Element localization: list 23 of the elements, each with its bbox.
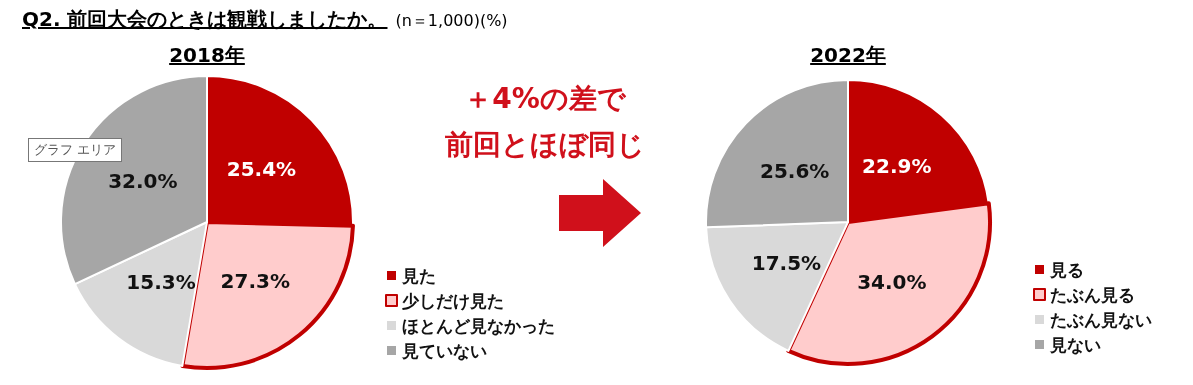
legend-label: ほとんど見なかった — [402, 315, 555, 336]
data-label: 34.0% — [857, 269, 927, 294]
chart-title: 2018年 — [168, 42, 246, 69]
legend-label: 少しだけ見た — [402, 290, 504, 311]
text: ＋4%の差で — [463, 81, 627, 117]
data-label: 22.9% — [862, 154, 932, 179]
data-label: 25.6% — [760, 158, 830, 183]
text: グラフ エリア — [28, 138, 123, 162]
legend-label: たぶん見ない — [1050, 309, 1152, 330]
legend-label: 見る — [1049, 259, 1084, 280]
legend-label: 見た — [401, 265, 436, 286]
data-label: 25.4% — [226, 156, 297, 181]
legend-label: たぶん見る — [1050, 284, 1135, 305]
data-label: 15.3% — [126, 270, 196, 295]
chart-title: 2022年 — [809, 42, 887, 69]
text: Q2. 前回大会のときは観戦しましたか。 — [22, 7, 388, 31]
data-label: 27.3% — [220, 268, 290, 293]
data-label: 17.5% — [751, 251, 822, 276]
data-label: 32.0% — [108, 169, 178, 194]
legend-label: 見ない — [1049, 334, 1101, 355]
text: 前回とほぼ同じ — [444, 127, 646, 163]
text: (n＝1,000)(%) — [395, 11, 508, 30]
legend-label: 見ていない — [401, 340, 487, 361]
